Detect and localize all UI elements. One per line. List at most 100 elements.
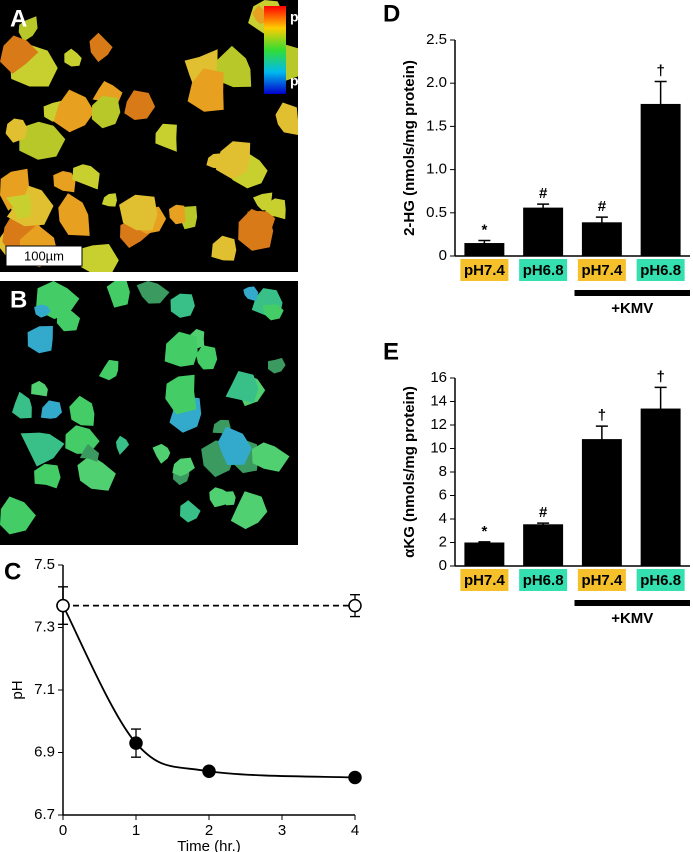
x-tick-label: 1 — [132, 822, 140, 839]
cell — [206, 153, 221, 169]
y-axis-label: pH — [9, 680, 26, 699]
cell — [187, 68, 224, 112]
x-tick-label: pH6.8 — [640, 572, 681, 589]
cell — [170, 293, 195, 318]
y-tick-label: 6 — [439, 486, 447, 503]
panel-label: D — [383, 0, 400, 27]
x-tick-label: pH7.4 — [581, 262, 623, 279]
x-tick-label: pH6.8 — [640, 262, 681, 279]
annotation: * — [481, 221, 487, 238]
y-axis-label: αKG (nmols/mg protein) — [401, 386, 418, 558]
y-tick-label: 16 — [430, 369, 447, 386]
error-bar — [654, 386, 667, 430]
y-tick-label: 7.5 — [34, 556, 55, 573]
y-tick-label: 0.5 — [426, 204, 447, 221]
x-tick-label: 3 — [278, 822, 286, 839]
cell — [58, 193, 90, 236]
category-box — [519, 259, 568, 281]
marker — [348, 598, 362, 613]
x-tick-label: 2 — [205, 822, 213, 839]
cell — [169, 204, 186, 225]
y-tick-label: 14 — [430, 392, 447, 409]
cell — [20, 432, 65, 467]
bar — [581, 439, 622, 566]
category-box — [519, 569, 568, 591]
cell — [12, 391, 32, 419]
panel-label: A — [10, 5, 27, 32]
x-tick-label: pH7.4 — [464, 572, 506, 589]
cell — [91, 96, 121, 129]
x-tick-label: 0 — [59, 822, 67, 839]
cell — [172, 457, 195, 477]
cell — [34, 304, 51, 318]
bar — [464, 243, 505, 256]
cell — [252, 5, 268, 24]
panel-label: C — [4, 558, 21, 585]
cell — [53, 89, 95, 133]
category-box — [636, 569, 685, 591]
scale-bar — [5, 245, 83, 267]
bar — [640, 408, 681, 566]
cells-a — [0, 0, 298, 272]
annotation: † — [656, 62, 664, 79]
colorbar-min: pH 6.2 — [290, 73, 332, 89]
y-tick-label: 2.5 — [426, 31, 447, 48]
y-tick-label: 7.3 — [34, 618, 55, 635]
group-bar — [574, 290, 690, 296]
cell — [196, 345, 218, 370]
y-tick-label: 10 — [430, 439, 447, 456]
cell — [238, 208, 274, 251]
cell — [215, 45, 252, 88]
marker — [348, 770, 362, 785]
category-box — [460, 569, 509, 591]
cell — [0, 35, 39, 74]
panel-label: B — [10, 286, 27, 313]
category-box — [636, 259, 685, 281]
cell — [34, 463, 61, 489]
cell — [275, 102, 298, 135]
cell — [72, 164, 100, 190]
category-box — [577, 259, 626, 281]
y-tick-label: 8 — [439, 463, 447, 480]
error-bar — [595, 425, 608, 453]
y-tick-label: 2.0 — [426, 74, 447, 91]
cell — [136, 281, 170, 304]
y-tick-label: 2 — [439, 533, 447, 550]
cell — [40, 400, 62, 419]
cell — [218, 426, 252, 465]
group-label: +KMV — [611, 610, 653, 627]
cell — [243, 286, 259, 302]
y-axis-label: 2-HG (nmols/mg protein) — [401, 60, 418, 236]
x-tick-label: pH7.4 — [581, 572, 623, 589]
cell — [0, 168, 29, 211]
bar — [464, 542, 505, 566]
cell — [262, 304, 284, 321]
category-box — [577, 569, 626, 591]
panel-label: E — [383, 338, 399, 365]
y-tick-label: 0 — [439, 247, 447, 264]
y-tick-label: 1.0 — [426, 161, 447, 178]
annotation: # — [598, 198, 607, 215]
error-bar — [478, 541, 491, 544]
cell — [79, 444, 100, 462]
cell — [211, 235, 237, 261]
x-axis-label: Time (hr.) — [177, 838, 241, 852]
x-tick-label: 4 — [351, 822, 359, 839]
cell — [75, 244, 119, 272]
cell — [53, 171, 76, 193]
cell — [0, 496, 36, 535]
cell — [27, 326, 53, 354]
cell — [215, 141, 251, 180]
error-bar — [537, 203, 550, 212]
y-tick-label: 6.7 — [34, 806, 55, 823]
marker — [129, 736, 143, 750]
annotation: # — [539, 504, 548, 521]
cells-b — [0, 281, 290, 535]
cell — [18, 16, 38, 42]
error-bar — [537, 522, 550, 526]
annotation: # — [539, 185, 548, 202]
y-tick-label: 12 — [430, 416, 447, 433]
bar — [640, 103, 681, 256]
error-bar — [595, 216, 608, 228]
x-tick-label: pH6.8 — [523, 572, 564, 589]
